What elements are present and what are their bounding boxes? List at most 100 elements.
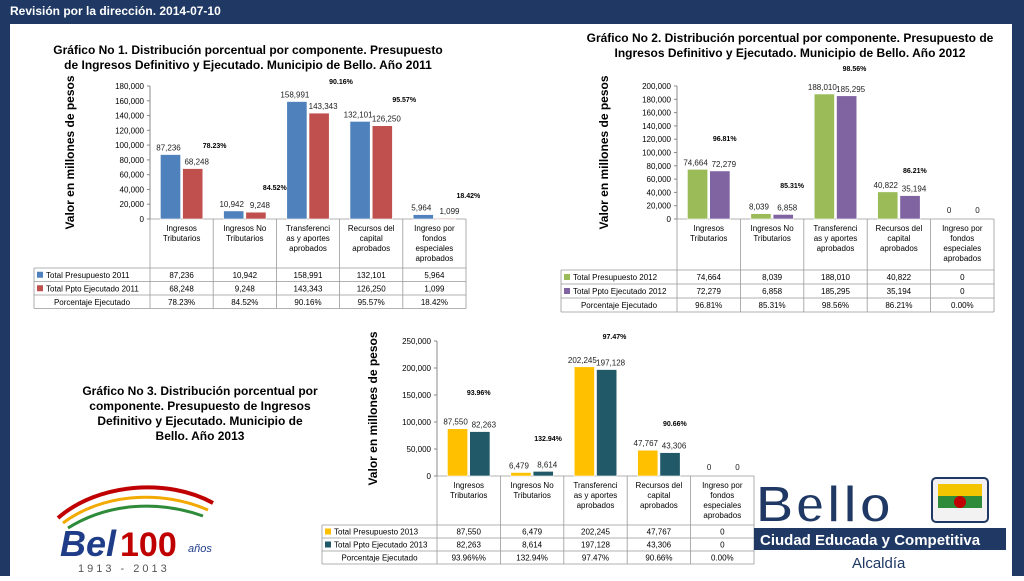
y-tick-label: 140,000: [115, 112, 144, 121]
category-label: Transferenci as y aportes aprobados: [286, 224, 330, 253]
y-tick-label: 100,000: [115, 141, 144, 150]
y-tick-label: 180,000: [642, 95, 671, 104]
y-tick-label: 20,000: [120, 200, 145, 209]
legend-swatch: [564, 288, 570, 294]
bar-presupuesto: [160, 154, 181, 220]
data-label: 72,279: [712, 160, 737, 169]
y-tick-label: 160,000: [115, 97, 144, 106]
category-label: Recursos del capital aprobados: [348, 224, 395, 253]
data-label: 47,767: [634, 439, 659, 448]
category-label: Recursos del capital aprobados: [636, 481, 683, 510]
data-label: 132,101: [344, 110, 373, 119]
data-label: 158,991: [280, 91, 309, 100]
percent-row-label: Porcentaje Ejecutado: [54, 298, 131, 307]
data-label: 6,479: [509, 462, 530, 471]
svg-text:años: años: [188, 543, 212, 555]
table-value: 197,128: [581, 541, 610, 550]
y-tick-label: 140,000: [642, 122, 671, 131]
table-value: 0: [960, 273, 965, 282]
data-label: 6,858: [777, 203, 798, 212]
category-label: Ingresos Tributarios: [163, 224, 201, 243]
percent-annotation: 98.56%: [843, 66, 868, 73]
data-label: 0: [947, 206, 952, 215]
table-value: 132,101: [357, 271, 386, 280]
y-tick-label: 120,000: [642, 135, 671, 144]
percent-annotation: 90.16%: [329, 79, 354, 86]
percent-annotation: 85.31%: [780, 183, 805, 190]
data-label: 74,664: [683, 158, 708, 167]
data-label: 188,010: [808, 83, 837, 92]
table-value: 35,194: [887, 287, 912, 296]
category-label: Ingresos Tributarios: [450, 481, 488, 500]
legend-label: Total Presupuesto 2011: [46, 271, 130, 280]
data-label: 68,248: [184, 158, 209, 167]
percent-annotation: 90.66%: [663, 421, 688, 428]
bar-presupuesto: [447, 428, 468, 477]
table-percent: 86.21%: [885, 301, 912, 310]
data-label: 40,822: [874, 181, 899, 190]
svg-text:Alcaldía: Alcaldía: [852, 555, 906, 572]
y-tick-label: 100,000: [642, 149, 671, 158]
data-label: 10,942: [219, 200, 244, 209]
svg-text:1913 - 2013: 1913 - 2013: [78, 563, 170, 575]
bar-ejecutado: [435, 217, 456, 220]
data-label: 87,236: [156, 144, 181, 153]
data-label: 197,128: [596, 359, 625, 368]
y-axis-label: Valor en millones de pesos: [63, 75, 77, 229]
bar-ejecutado: [596, 369, 618, 477]
table-value: 202,245: [581, 528, 610, 537]
table-value: 126,250: [357, 284, 386, 293]
y-tick-label: 120,000: [115, 126, 144, 135]
y-tick-label: 50,000: [407, 445, 432, 454]
table-percent: 18.42%: [421, 298, 448, 307]
table-value: 8,039: [762, 273, 783, 282]
category-label: Ingresos Tributarios: [690, 224, 728, 243]
table-value: 158,991: [294, 271, 323, 280]
bar-ejecutado: [182, 168, 204, 220]
bar-presupuesto: [877, 191, 899, 220]
table-value: 68,248: [169, 284, 194, 293]
table-value: 185,295: [821, 287, 850, 296]
data-label: 5,964: [411, 204, 432, 213]
y-axis-label: Valor en millones de pesos: [597, 75, 611, 229]
percent-annotation: 95.57%: [392, 97, 417, 104]
bar-ejecutado: [371, 125, 393, 220]
legend-swatch: [37, 271, 43, 278]
data-label: 1,099: [439, 207, 460, 216]
legend-label: Total Presupuesto 2012: [573, 273, 658, 282]
bar-ejecutado: [899, 195, 921, 220]
percent-annotation: 86.21%: [903, 168, 928, 175]
svg-text:100: 100: [120, 526, 177, 564]
bar-ejecutado: [245, 211, 267, 220]
table-value: 82,263: [456, 541, 481, 550]
y-tick-label: 0: [427, 472, 432, 481]
category-label: Ingreso por fondos especiales aprobados: [702, 481, 743, 520]
y-tick-label: 20,000: [647, 202, 672, 211]
category-label: Transferenci as y aportes aprobados: [813, 224, 857, 253]
y-tick-label: 0: [140, 215, 145, 224]
svg-text:Bello: Bello: [756, 476, 893, 534]
table-value: 8,614: [522, 541, 543, 550]
bar-presupuesto: [286, 101, 308, 220]
table-value: 40,822: [887, 273, 912, 282]
bar-presupuesto: [349, 121, 371, 220]
data-label: 87,550: [443, 418, 468, 427]
bello-100-years-logo: Bel 100 años 1913 - 2013: [56, 485, 214, 575]
legend-label: Total Ppto Ejecutado 2012: [573, 287, 667, 296]
svg-text:Ciudad Educada y Competitiva: Ciudad Educada y Competitiva: [760, 532, 981, 549]
left-accent-bar: [0, 24, 10, 576]
y-tick-label: 180,000: [115, 82, 144, 91]
percent-row-label: Porcentaje Ejecutado: [341, 554, 418, 563]
table-value: 72,279: [696, 287, 721, 296]
y-axis-label: Valor en millones de pesos: [366, 331, 380, 485]
bar-ejecutado: [659, 452, 681, 477]
table-percent: 90.16%: [294, 298, 321, 307]
table-value: 74,664: [696, 273, 721, 282]
table-percent: 97.47%: [582, 554, 609, 563]
data-label: 9,248: [250, 201, 271, 210]
table-percent: 0.00%: [951, 301, 974, 310]
table-value: 143,343: [294, 284, 323, 293]
category-label: Recursos del capital aprobados: [876, 224, 923, 253]
bar-ejecutado: [469, 431, 491, 477]
